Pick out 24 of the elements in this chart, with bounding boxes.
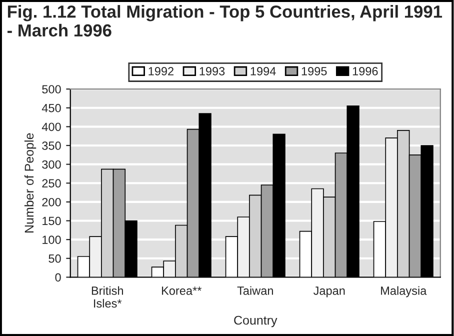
legend-label: 1995 — [302, 67, 327, 76]
x-tick-label: Korea** — [162, 286, 202, 295]
chart-title: Fig. 1.12 Total Migration - Top 5 Countries, April 1991 - March 1996 — [7, 5, 442, 37]
y-tick-label: 300 — [42, 160, 61, 169]
y-tick-label: 100 — [42, 236, 61, 244]
legend-label: 1993 — [200, 67, 225, 76]
y-tick-label: 0 — [55, 273, 61, 282]
x-axis-title: Country — [234, 316, 278, 328]
legend-label: 1992 — [148, 67, 174, 76]
x-tick-label: Japan — [313, 286, 345, 298]
y-tick-label: 250 — [42, 179, 61, 188]
y-tick-label: 50 — [48, 254, 61, 263]
y-tick-label: 500 — [42, 85, 61, 94]
y-tick-label: 200 — [42, 198, 61, 206]
y-tick-label: 400 — [42, 122, 61, 132]
legend-label: 1996 — [352, 67, 378, 76]
y-tick-label: 450 — [42, 104, 61, 112]
x-tick-label: Taiwan — [237, 286, 273, 295]
x-tick-label: Malaysia — [381, 286, 427, 298]
legend-label: 1994 — [250, 67, 276, 76]
y-tick-label: 150 — [42, 216, 61, 226]
y-axis-title: Number of People — [24, 133, 36, 232]
x-tick-label: British Isles* — [92, 286, 124, 308]
y-tick-label: 350 — [42, 142, 61, 150]
